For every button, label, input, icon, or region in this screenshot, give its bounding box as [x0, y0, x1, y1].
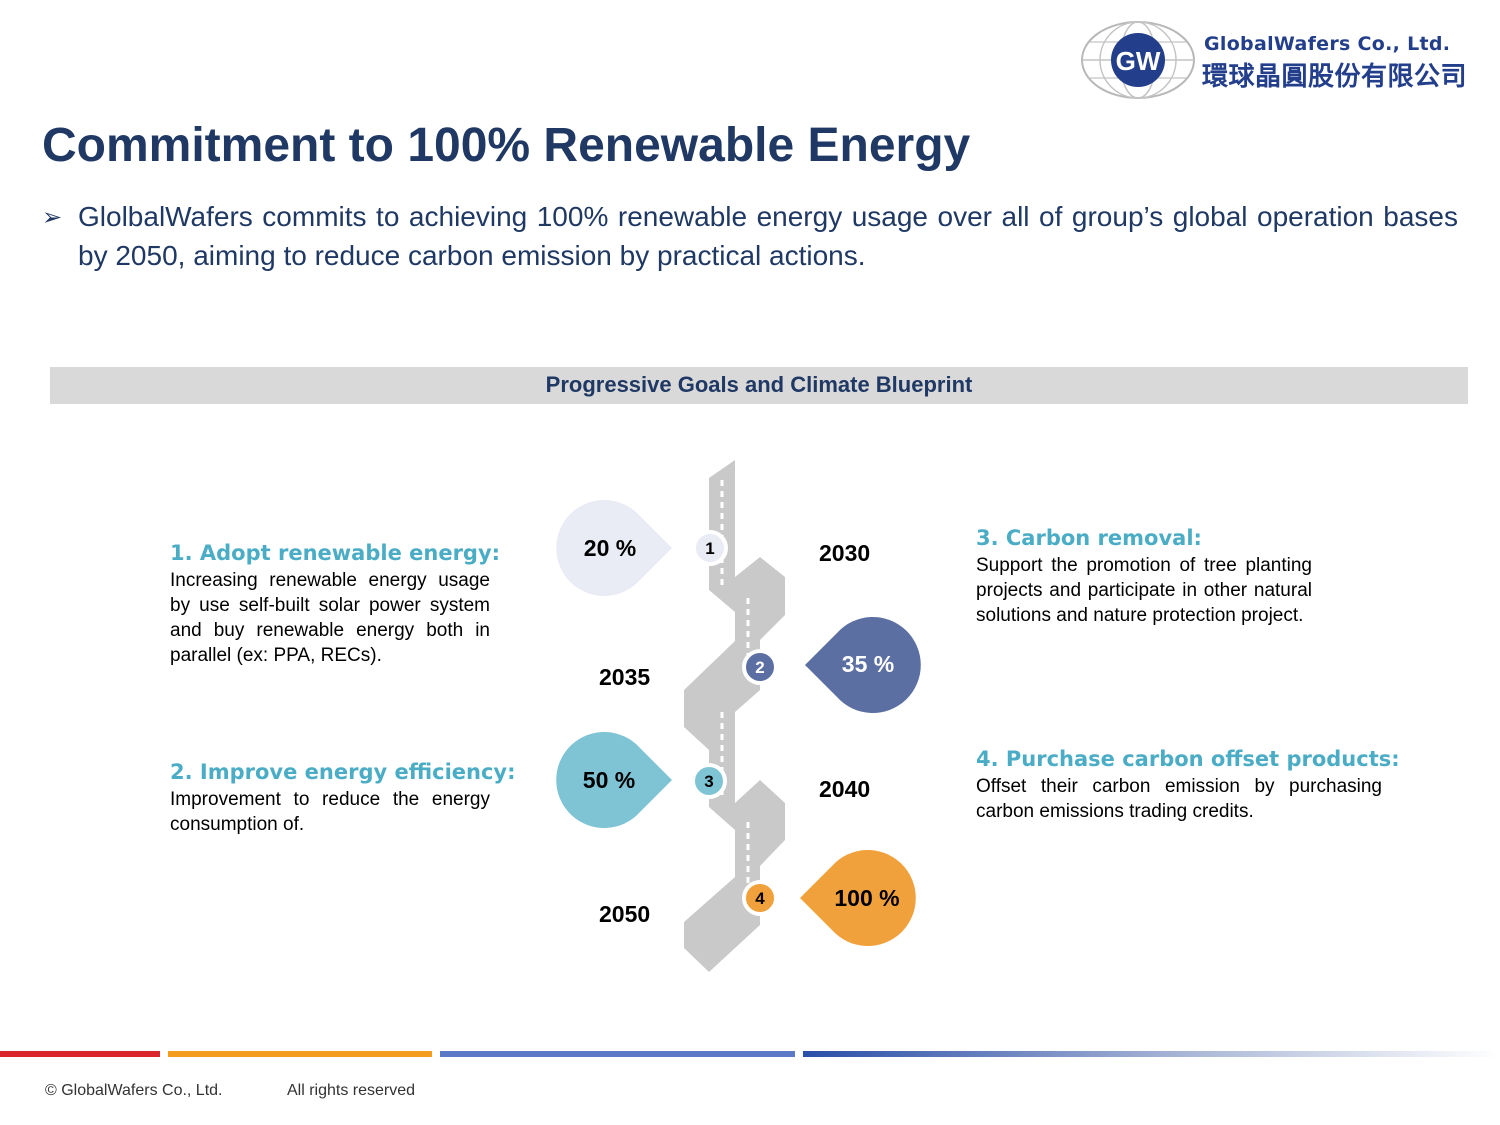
milestone-2-year: 2035: [599, 664, 651, 690]
footer-copyright: © GlobalWafers Co., Ltd.: [45, 1082, 223, 1099]
footer-stripe-gradient: [803, 1051, 1500, 1057]
step-1-number: 1: [705, 539, 715, 558]
goal-2-title: 2. Improve energy efficiency:: [170, 760, 516, 784]
logo-name-zh: 環球晶圓股份有限公司: [1202, 62, 1468, 92]
page-title: Commitment to 100% Renewable Energy: [42, 119, 971, 172]
milestone-3-drop: [556, 732, 672, 828]
footer-stripe-orange: [168, 1051, 432, 1057]
goal-4-title: 4. Purchase carbon offset products:: [976, 747, 1400, 771]
step-4-circle: [742, 880, 778, 916]
milestone-1-percent: 20 %: [583, 535, 637, 561]
timeline-graphic: [556, 460, 921, 972]
goal-4-body: Offset their carbon emission by purchasi…: [976, 776, 1382, 822]
step-2-number: 2: [755, 658, 765, 677]
milestone-2-percent: 35 %: [841, 651, 895, 677]
section-header: Progressive Goals and Climate Blueprint: [545, 372, 973, 397]
company-logo: GW: [1078, 18, 1478, 102]
commitment-statement: GlolbalWafers commits to achieving 100% …: [78, 201, 1458, 271]
logo-mark: GW: [1116, 46, 1161, 76]
section-header-bar: [50, 367, 1468, 404]
milestone-4-percent: 100 %: [834, 885, 900, 911]
footer-stripe-red: [0, 1051, 160, 1057]
step-3-circle: [691, 763, 727, 799]
step-4-number: 4: [755, 889, 765, 908]
goal-1-title: 1. Adopt renewable energy:: [170, 541, 501, 565]
footer-rights: All rights reserved: [287, 1082, 416, 1099]
milestone-3-year: 2040: [819, 776, 871, 802]
goal-2-body: Improvement to reduce the energy consump…: [170, 789, 490, 835]
goal-3-body: Support the promotion of tree planting p…: [976, 555, 1312, 626]
timeline-path: [684, 460, 785, 972]
bullet-arrow-icon: ➢: [42, 204, 63, 231]
step-2-circle: [742, 649, 778, 685]
globe-logo-icon: GW: [1081, 21, 1195, 99]
footer-stripe-blue: [440, 1051, 795, 1057]
milestone-4-year: 2050: [599, 901, 651, 927]
goal-3-title: 3. Carbon removal:: [976, 526, 1202, 550]
milestone-2-drop: [805, 617, 921, 713]
goal-1-body: Increasing renewable energy usage by use…: [170, 570, 490, 666]
milestone-4-drop: [800, 850, 916, 946]
milestone-1-drop: [556, 500, 672, 596]
step-1-circle: [692, 530, 728, 566]
milestone-1-year: 2030: [819, 540, 871, 566]
logo-name-en: GlobalWafers Co., Ltd.: [1204, 33, 1451, 55]
milestone-3-percent: 50 %: [582, 767, 636, 793]
step-3-number: 3: [704, 772, 714, 791]
